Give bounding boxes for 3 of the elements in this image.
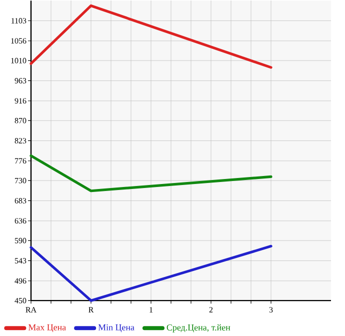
legend-label: Сред.Цена, т.йен	[166, 324, 230, 332]
legend-label: Max Цена	[28, 324, 66, 332]
legend-label: Min Цена	[98, 324, 134, 332]
